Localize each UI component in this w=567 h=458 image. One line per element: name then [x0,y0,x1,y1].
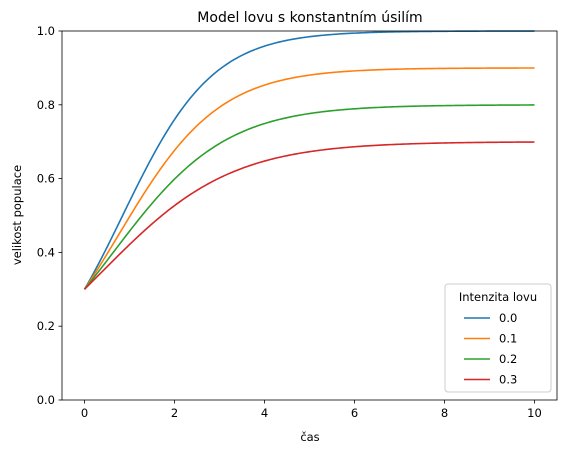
y-tick-label: 0.4 [37,245,55,259]
legend-items: 0.0 0.1 0.2 0.3 [464,311,517,387]
x-tick-label: 6 [351,406,358,420]
y-tick-label: 0.0 [37,393,55,407]
x-axis-ticks: 0 2 4 6 8 10 [81,400,542,420]
plot-frame [61,30,558,401]
y-tick-label: 0.6 [37,172,55,186]
x-tick-label: 0 [81,406,88,420]
x-tick-label: 10 [527,406,542,420]
x-axis-label: čas [300,430,319,444]
chart-title: Model lovu s konstantním úsilím [197,10,422,26]
legend-box [444,283,552,393]
legend-title: Intenzita lovu [459,290,537,304]
x-tick-label: 2 [171,406,178,420]
y-axis-ticks: 0.0 0.2 0.4 0.6 0.8 1.0 [37,24,62,407]
series-line [83,67,535,290]
series-line [83,104,535,290]
legend-label: 0.1 [499,332,517,346]
y-tick-label: 0.8 [37,98,55,112]
x-tick-label: 4 [261,406,268,420]
legend: Intenzita lovu 0.0 0.1 0.2 0.3 [444,283,552,393]
y-tick-label: 1.0 [37,24,55,38]
y-axis-label: velikost populace [10,165,24,265]
legend-label: 0.2 [499,352,517,366]
x-tick-label: 8 [441,406,448,420]
legend-label: 0.0 [499,311,517,325]
legend-label: 0.3 [499,373,517,387]
series-line [83,141,535,290]
y-tick-label: 0.2 [37,319,55,333]
